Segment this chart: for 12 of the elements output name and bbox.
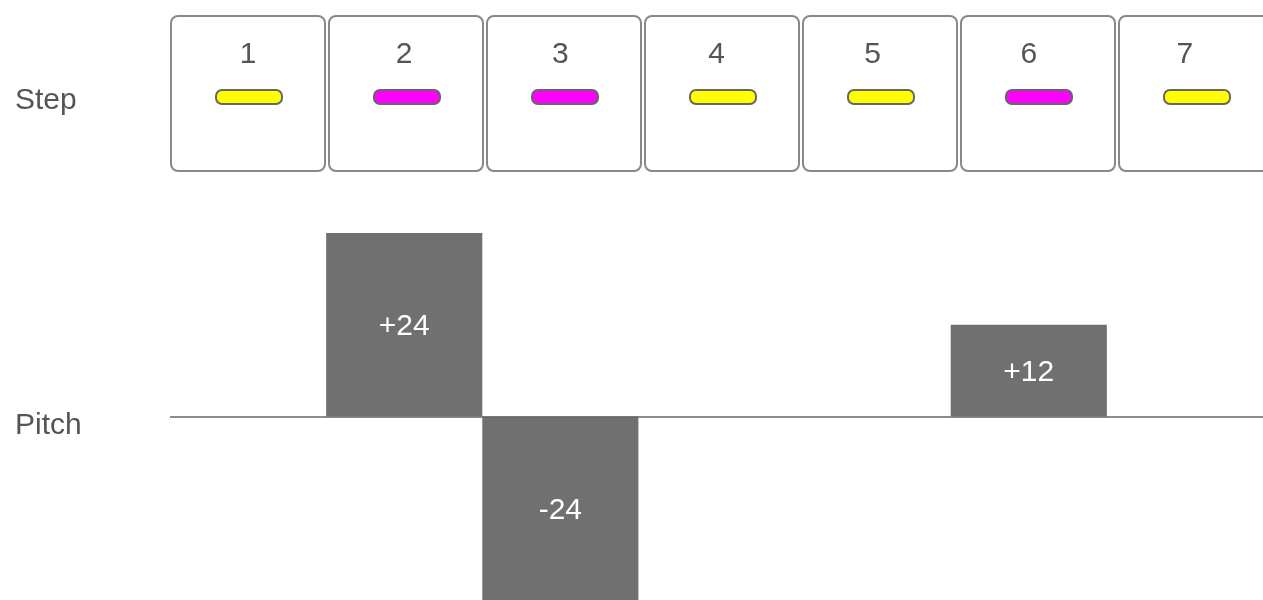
data-label: +12: [1003, 354, 1055, 388]
y-axis-title: Pitch: [15, 406, 82, 440]
x-tick-label: 1: [239, 35, 257, 69]
x-tick-label: 3: [552, 35, 569, 69]
x-tick-label: 2: [395, 35, 413, 69]
x-tick-label: 4: [708, 35, 725, 69]
x-tick-label: 7: [1176, 35, 1194, 69]
data-label: +24: [378, 308, 430, 342]
x-tick-label: 5: [864, 35, 881, 69]
x-tick-label: 6: [1020, 35, 1038, 69]
x-axis-title: Step: [15, 81, 77, 115]
data-label: -24: [538, 491, 583, 525]
